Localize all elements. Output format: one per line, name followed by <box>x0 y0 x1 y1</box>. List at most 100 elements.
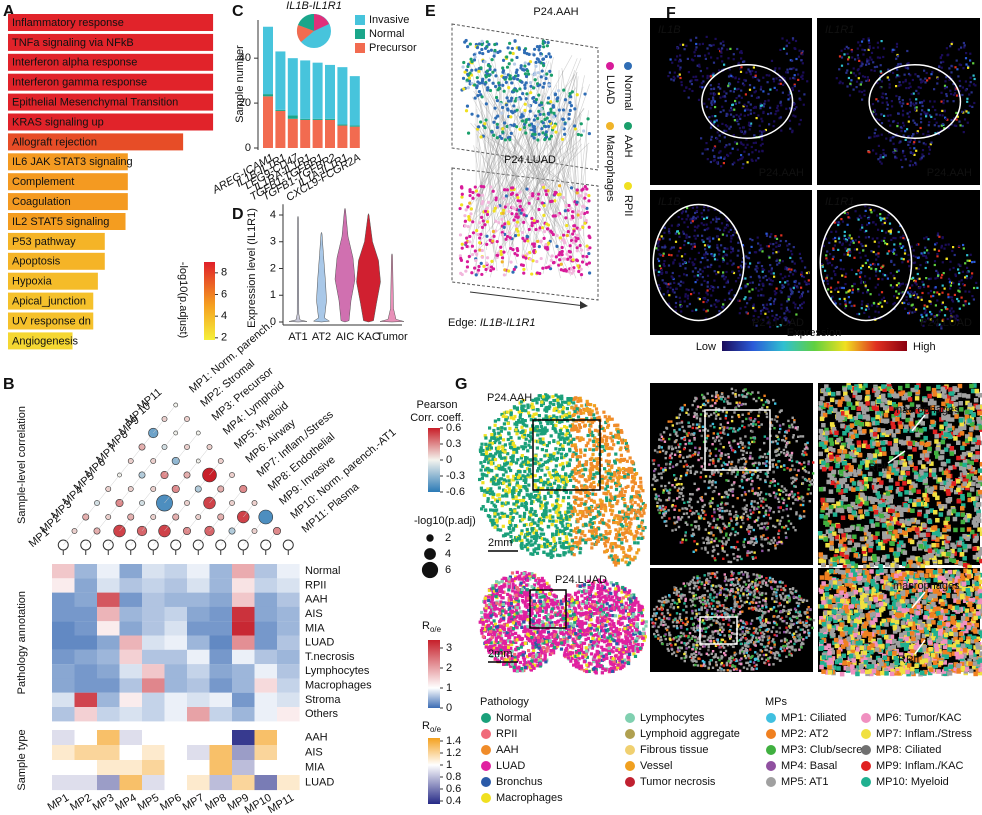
tissue-spot <box>720 49 723 52</box>
tissue-spot <box>690 83 693 86</box>
tissue-spot <box>848 234 851 237</box>
tissue-spot <box>565 429 569 433</box>
tissue-spot <box>678 296 681 299</box>
tissue-spot <box>845 240 848 243</box>
tissue-spot <box>825 257 828 260</box>
tissue-spot <box>622 467 626 471</box>
cell-dot <box>505 96 509 100</box>
cell-dot <box>579 267 583 271</box>
tissue-spot <box>706 289 709 292</box>
tissue-spot <box>680 81 683 84</box>
tissue-spot <box>851 291 854 294</box>
tissue-spot <box>877 144 880 147</box>
gene-label: IL1R1 <box>825 24 854 36</box>
tissue-spot <box>893 301 896 305</box>
cell-dot <box>570 90 574 94</box>
tissue-spot <box>587 506 591 510</box>
tissue-spot <box>912 276 915 279</box>
tissue-spot <box>781 91 784 94</box>
tissue-spot <box>880 298 884 301</box>
tissue-spot <box>844 247 847 250</box>
tissue-spot <box>714 37 717 40</box>
tissue-spot <box>767 92 770 96</box>
tissue-spot <box>775 287 778 290</box>
cell-dot <box>564 203 568 208</box>
tissue-spot <box>561 444 565 448</box>
cell-dot <box>587 271 592 275</box>
tissue-spot <box>887 230 890 233</box>
tissue-spot <box>723 90 726 93</box>
tissue-spot <box>844 304 848 308</box>
tissue-spot <box>945 257 948 260</box>
tissue-spot <box>715 273 718 276</box>
cell-dot <box>465 104 470 108</box>
tissue-spot <box>863 214 866 218</box>
bar-segment <box>287 118 298 148</box>
tissue-spot <box>845 71 848 74</box>
tissue-spot <box>662 254 665 257</box>
tissue-spot <box>907 115 911 118</box>
tissue-spot <box>881 92 884 95</box>
y-tick-label: 0 <box>270 316 276 328</box>
cell-dot <box>543 117 547 122</box>
tissue-spot <box>950 71 953 74</box>
tissue-spot <box>727 75 731 78</box>
legend-label: Precursor <box>369 42 417 54</box>
cell-dot <box>476 114 480 118</box>
cell-dot <box>506 107 510 111</box>
tissue-spot <box>962 243 965 247</box>
tissue-spot <box>787 298 790 301</box>
tissue-spot <box>739 130 743 133</box>
tissue-spot <box>945 94 948 98</box>
tissue-spot <box>577 480 581 484</box>
tissue-spot <box>776 104 779 107</box>
cell-dot <box>538 83 542 87</box>
cell-dot <box>513 233 518 238</box>
tissue-spot <box>706 259 709 262</box>
cell-dot <box>522 51 527 55</box>
tissue-spot <box>677 232 681 235</box>
tissue-spot <box>635 472 639 476</box>
tissue-spot <box>963 44 966 47</box>
tissue-spot <box>902 121 905 124</box>
tissue-spot <box>838 68 841 71</box>
tissue-spot <box>907 62 910 65</box>
tissue-spot <box>591 452 595 456</box>
term-label: Interferon alpha response <box>12 57 137 69</box>
tissue-spot <box>548 401 553 405</box>
cell-dot <box>484 267 488 272</box>
tissue-spot <box>826 279 829 282</box>
tissue-spot <box>892 71 895 74</box>
tissue-spot <box>868 266 871 269</box>
cell-dot <box>575 191 579 195</box>
tissue-spot <box>690 247 693 250</box>
tissue-spot <box>706 274 710 277</box>
tissue-spot <box>709 75 712 78</box>
tissue-spot <box>657 242 660 245</box>
cell-dot <box>503 205 507 209</box>
tissue-spot <box>853 282 856 285</box>
tissue-spot <box>738 101 741 104</box>
tissue-spot <box>797 55 801 58</box>
tissue-spot <box>961 270 964 273</box>
tissue-spot <box>707 52 710 55</box>
tissue-spot <box>910 93 913 96</box>
tissue-spot <box>720 55 723 58</box>
cell-dot <box>527 104 531 108</box>
tissue-spot <box>923 111 926 114</box>
tissue-spot <box>847 216 850 219</box>
cell-dot <box>476 80 480 84</box>
tissue-spot <box>857 235 861 238</box>
cell-dot <box>486 86 490 90</box>
panel-label: C <box>232 3 244 20</box>
cell-dot <box>510 212 514 216</box>
tissue-spot <box>866 289 870 292</box>
tissue-spot <box>863 49 866 52</box>
cell-dot <box>470 112 474 116</box>
cell-dot <box>478 241 482 245</box>
tissue-spot <box>933 291 936 294</box>
tissue-spot <box>613 516 617 520</box>
cell-dot <box>520 119 525 123</box>
tissue-spot <box>933 248 936 251</box>
tissue-spot <box>875 65 879 68</box>
